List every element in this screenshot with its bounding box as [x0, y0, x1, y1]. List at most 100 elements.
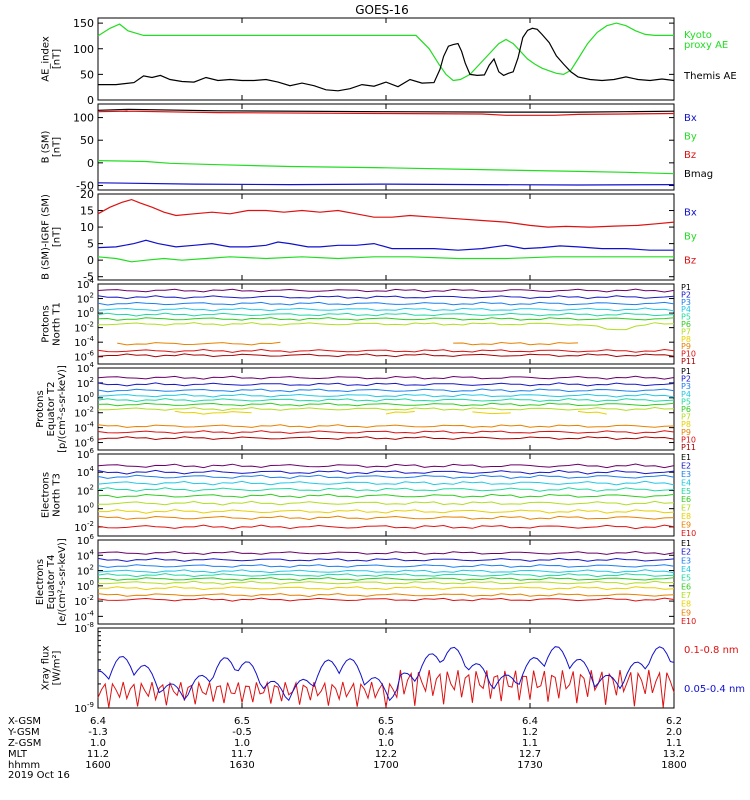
x-axis-row-value: 1.0 [378, 738, 394, 749]
panel-ae-ytick-label: 50 [80, 68, 94, 81]
panel-en-channel-e8 [98, 509, 675, 514]
panel-ee-channel-e6 [97, 577, 675, 581]
x-axis-row-value: 12.7 [519, 749, 541, 760]
panel-ee-legend-entry: E8 [681, 600, 691, 609]
panel-pe-legend-entry: P2 [681, 375, 691, 384]
y-axis-label: Electrons [35, 559, 46, 605]
panel-en-channel-e4 [97, 480, 675, 486]
panel-bigrf-ytick-label: 0 [87, 254, 94, 267]
panel-ee-legend-entry: E5 [681, 574, 691, 583]
panel-en-channel-e3 [97, 474, 675, 479]
panel-pe-channel-p9 [97, 424, 675, 429]
panel-bsm-legend-entry: Bz [684, 150, 696, 161]
x-axis-row-value: 1800 [661, 760, 686, 771]
panel-ee-channel-e9 [97, 593, 675, 598]
panel-ee-channel-e7 [98, 580, 675, 585]
panel-en-ytick-label: 10-2 [74, 520, 94, 534]
panel-ae-series-kyoto-proxy-ae [97, 22, 674, 82]
panel-ae-legend-entry: Kyoto [684, 30, 712, 41]
panel-ee-legend-entry: E4 [681, 565, 691, 574]
x-axis-row-value: 1.1 [666, 738, 682, 749]
panel-pe-legend-entry: P5 [681, 397, 691, 406]
y-axis-label: B (SM)-IGRF (SM) [41, 194, 52, 280]
panel-ee-channel-e3 [97, 564, 675, 568]
panel-ae-ytick-label: 0 [87, 94, 94, 107]
panel-pe-legend-entry: P3 [681, 382, 691, 391]
panel-bigrf-series-bx [97, 239, 674, 251]
y-axis-label: [nT] [52, 137, 63, 157]
panel-ee-ytick-label: 104 [77, 548, 95, 562]
panel-pn-ytick-label: 102 [77, 292, 94, 306]
panel-pe-channel-p7 [98, 406, 675, 412]
panel-bigrf-ytick-label: -5 [83, 271, 94, 284]
panel-ee-channel-e10 [97, 597, 675, 602]
panel-ae-ytick-label: 150 [73, 17, 94, 30]
panel-bigrf-ytick-label: 20 [80, 188, 94, 201]
panel-pn-legend-entry: P7 [681, 327, 691, 336]
x-axis-row-value: 1630 [229, 760, 254, 771]
panel-en-legend-entry: E9 [681, 521, 691, 530]
x-axis-row-value: 1730 [517, 760, 542, 771]
panel-pe-legend-entry: P9 [681, 428, 691, 437]
panel-bigrf-ytick-label: 5 [87, 238, 94, 251]
panel-bsm-series-bz [97, 110, 675, 116]
panel-pn-channel-p3 [97, 301, 675, 306]
panel-xray-series-0-05-0-4-nm [97, 646, 675, 702]
x-axis-row-value: -1.3 [88, 727, 108, 738]
panel-en-channel-e10 [97, 524, 675, 530]
panel-ee-channel-e4 [97, 569, 675, 574]
x-axis-row-value: 0.4 [378, 727, 394, 738]
panel-bsm-ytick-label: -50 [76, 179, 94, 192]
panel-pe-ytick-label: 10-4 [74, 421, 94, 435]
chart-title: GOES-16 [355, 3, 409, 17]
x-axis-row-label: hhmm [8, 760, 40, 771]
panel-bsm-ytick-label: 0 [87, 157, 94, 170]
x-axis-row-value: 2.0 [666, 727, 682, 738]
panel-pe-ytick-label: 100 [77, 391, 94, 405]
panel-pe-legend-entry: P8 [681, 420, 691, 429]
panel-ee-ytick-label: 100 [77, 579, 94, 593]
panel-pe-channel-p6 [97, 402, 675, 407]
panel-en-channel-e1 [97, 463, 675, 469]
panel-pn-channel-p10 [97, 348, 675, 353]
x-axis-row-value: 11.7 [231, 749, 253, 760]
panel-bigrf-frame [97, 193, 675, 281]
panel-xray-ytick-label: 10-9 [74, 701, 94, 715]
x-axis-row-value: 1.0 [234, 738, 250, 749]
y-axis-label: [nT] [52, 49, 63, 69]
panel-xray-ytick-label: 10-8 [74, 621, 94, 635]
panel-ee-ytick-label: 106 [77, 533, 95, 547]
panel-xray-legend-entry: 0.1-0.8 nm [684, 645, 739, 656]
x-axis-row-value: 1.0 [90, 738, 106, 749]
y-axis-label: Protons [41, 305, 52, 342]
x-axis-row-label: Y-GSM [7, 727, 40, 738]
panel-ae-ytick-label: 100 [73, 43, 94, 56]
panel-pn-ytick-label: 10-2 [74, 321, 94, 335]
panel-pe-ytick-label: 10-2 [74, 406, 94, 420]
x-axis-row-value: -0.5 [232, 727, 252, 738]
y-axis-label: Equator T4 [46, 555, 57, 610]
panel-ee-channel-e8 [97, 586, 675, 591]
panel-ee-legend-entry: E3 [681, 556, 691, 565]
panel-pn-legend-entry: P2 [681, 290, 691, 299]
panel-bigrf-ytick-label: 15 [80, 205, 94, 218]
panel-pe-legend-entry: P1 [681, 367, 691, 376]
panel-en-channel-e6 [97, 493, 675, 499]
panel-en-legend-entry: E10 [681, 529, 696, 538]
panel-en-channel-e5 [97, 487, 675, 492]
panel-pe-ytick-label: 102 [77, 376, 94, 390]
panel-pe-legend-entry: P6 [681, 405, 691, 414]
panel-pn-legend-entry: P6 [681, 320, 691, 329]
panel-en-channel-e7 [98, 500, 675, 506]
x-axis-row-label: X-GSM [8, 716, 41, 727]
x-axis-row-value: 1.2 [522, 727, 538, 738]
panel-bsm-ytick-label: 50 [80, 134, 94, 147]
panel-pe-channel-p8 [472, 411, 511, 415]
panel-ee-legend-entry: E2 [681, 548, 691, 557]
panel-pe-legend-entry: P10 [681, 435, 696, 444]
panel-bigrf-series-bz [97, 198, 675, 228]
panel-bigrf-legend-entry: Bx [684, 208, 697, 219]
y-axis-label: North T3 [52, 473, 63, 517]
x-axis-row-value: 1600 [85, 760, 110, 771]
